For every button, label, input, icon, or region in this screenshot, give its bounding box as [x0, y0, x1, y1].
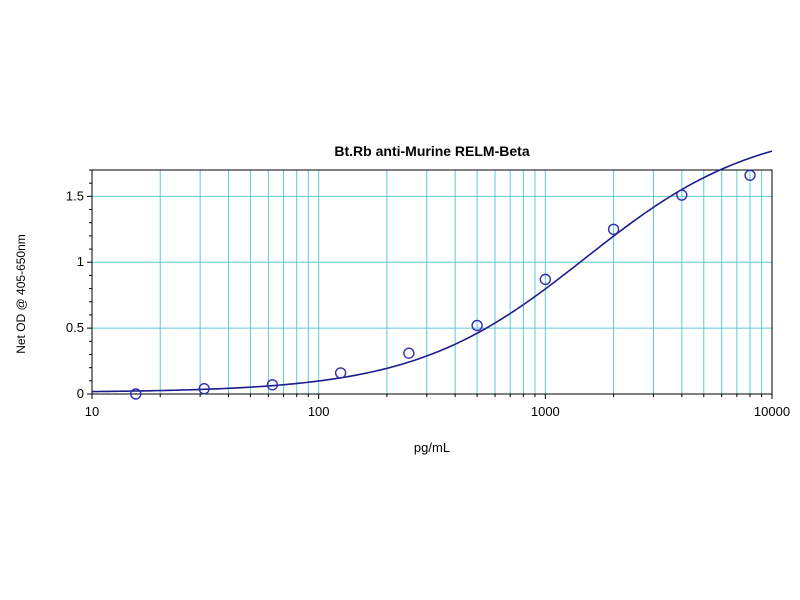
y-tick-label: 1	[77, 254, 84, 269]
x-tick-label: 1000	[531, 404, 560, 419]
data-point	[130, 388, 142, 400]
fit-curve	[91, 150, 773, 393]
chart-title: Bt.Rb anti-Murine RELM-Beta	[334, 143, 530, 159]
x-tick-label: 100	[308, 404, 330, 419]
data-point	[744, 169, 756, 181]
data-point	[676, 189, 688, 201]
x-tick-label: 10	[85, 404, 99, 419]
y-tick-label: 0	[77, 386, 84, 401]
y-tick-label: 1.5	[66, 188, 84, 203]
plot-frame	[91, 169, 773, 395]
data-point	[334, 367, 347, 379]
data-point	[471, 319, 483, 332]
x-axis-label: pg/mL	[413, 440, 451, 455]
x-tick-label: 10000	[754, 404, 790, 419]
data-point	[266, 379, 279, 391]
data-point	[607, 223, 620, 235]
data-point	[539, 273, 552, 286]
data-point	[403, 347, 415, 359]
y-tick-label: 0.5	[66, 320, 84, 335]
data-point	[198, 383, 210, 395]
